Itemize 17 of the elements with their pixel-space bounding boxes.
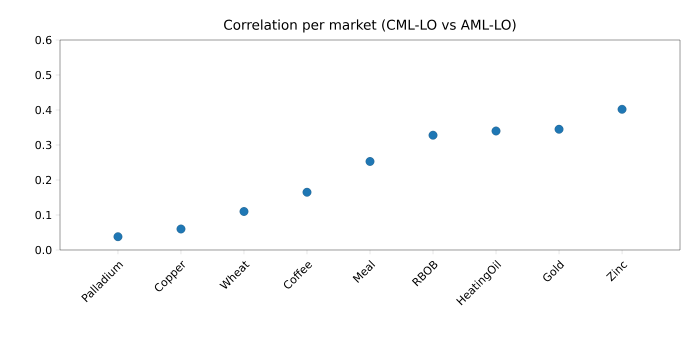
y-tick-label: 0.4 bbox=[35, 106, 52, 114]
y-tick-label: 0.5 bbox=[35, 70, 52, 80]
point bbox=[428, 130, 438, 140]
y-tick-label: 0.1 bbox=[35, 210, 52, 220]
y-tick-label: 0.3 bbox=[35, 140, 52, 150]
y-tick-label: 0.2 bbox=[35, 176, 52, 184]
y-tick-label: 0.0 bbox=[35, 246, 52, 254]
point bbox=[618, 104, 626, 114]
point bbox=[302, 188, 312, 197]
point bbox=[492, 126, 500, 136]
point bbox=[240, 207, 248, 216]
point bbox=[366, 157, 374, 166]
point bbox=[114, 232, 122, 242]
point bbox=[554, 124, 564, 134]
point bbox=[176, 224, 186, 234]
y-tick-label: 0.6 bbox=[35, 36, 52, 44]
chart-title: Correlation per market (CML-LO vs AML-LO) bbox=[224, 19, 516, 32]
